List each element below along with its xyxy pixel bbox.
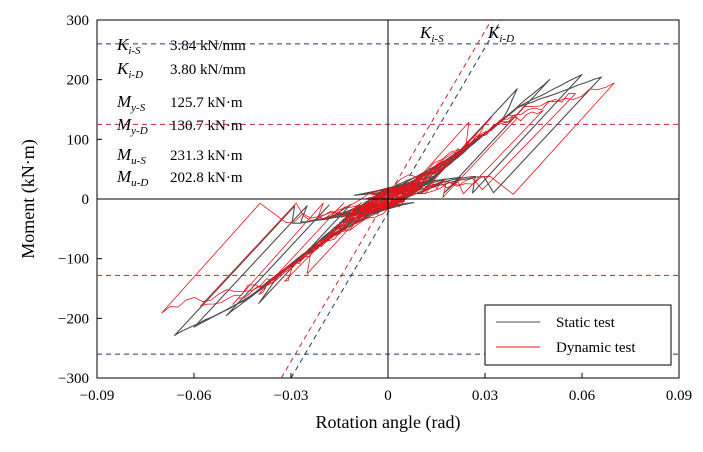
annotation-block: Ki-S 3.84 kN/mm Ki-D 3.80 kN/mm My-S 125… [116, 35, 246, 189]
y-tick-label: −300 [58, 371, 89, 387]
y-axis-title: Moment (kN·m) [18, 139, 39, 258]
x-axis-title: Rotation angle (rad) [316, 412, 461, 433]
loop-dynamic-8 [161, 82, 615, 314]
ann-m-u-s-value: 231.3 kN·m [170, 148, 243, 164]
legend-label-dynamic: Dynamic test [556, 340, 636, 356]
ann-m-u-d: Mu-D [116, 167, 148, 189]
legend-box [484, 304, 672, 366]
x-tick-label: −0.06 [177, 388, 212, 404]
ann-k-i-d: Ki-D [116, 59, 143, 81]
ann-k-i-d-value: 3.80 kN/mm [170, 62, 246, 78]
y-tick-label: 200 [67, 73, 90, 89]
series-dynamic [161, 82, 615, 314]
ann-m-u-s: Mu-S [116, 145, 146, 167]
y-tick-label: 0 [82, 192, 90, 208]
loop-dynamic-7 [200, 93, 576, 307]
legend: Static test Dynamic test [484, 304, 672, 366]
ann-m-y-d-value: 130.7 kN·m [170, 118, 243, 134]
x-tick-label: 0.03 [472, 388, 498, 404]
y-tick-label: 100 [67, 132, 90, 148]
line-label-k-i-s: Ki-S [419, 23, 444, 45]
x-tick-label: 0 [384, 388, 392, 404]
loop-dynamic-6 [232, 110, 544, 305]
legend-label-static: Static test [556, 315, 616, 331]
ann-m-u-d-value: 202.8 kN·m [170, 170, 243, 186]
ann-m-y-s: My-S [116, 92, 146, 114]
y-tick-label: −100 [58, 252, 89, 268]
line-label-k-i-d: Ki-D [487, 23, 514, 45]
x-tick-label: −0.03 [274, 388, 309, 404]
x-tick-label: 0.09 [666, 388, 692, 404]
x-tick-label: 0.06 [569, 388, 596, 404]
ann-k-i-s: Ki-S [116, 35, 141, 57]
ann-k-i-s-value: 3.84 kN/mm [170, 38, 246, 54]
ann-m-y-d: My-D [116, 115, 148, 137]
zero-axes [97, 20, 679, 378]
y-tick-label: 300 [67, 13, 90, 29]
ann-m-y-s-value: 125.7 kN·m [170, 95, 243, 111]
x-tick-label: −0.09 [80, 388, 115, 404]
data-series [161, 74, 615, 336]
y-tick-label: −200 [58, 311, 89, 327]
ticks: −0.09 −0.06 −0.03 0 0.03 0.06 0.09 −300 −200 −100… [58, 13, 692, 404]
